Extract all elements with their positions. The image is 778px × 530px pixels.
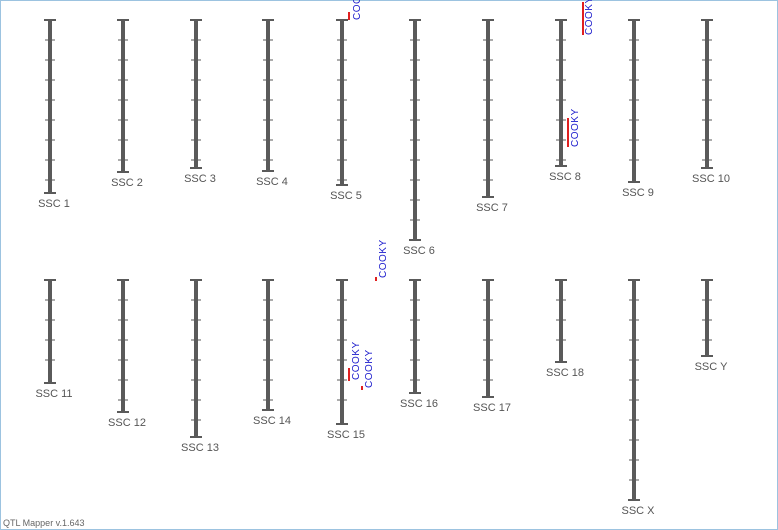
chromosome[interactable]: SSC 6: [403, 19, 435, 257]
chromosome-label: SSC 15: [327, 429, 365, 441]
chromosome-bar: [413, 280, 417, 393]
chromosome-label: SSC 16: [400, 398, 438, 410]
chromosome[interactable]: SSC 11: [35, 279, 73, 400]
qtl-markers: COOKY COOKY COOKY COOKY COOKY COOKY: [348, 0, 595, 390]
qtl-label[interactable]: COOKY: [584, 0, 595, 35]
chromosome-bar: [632, 280, 636, 500]
chromosome-label: SSC 7: [476, 202, 508, 214]
qtl-label[interactable]: COOKY: [364, 349, 375, 388]
chromosome-bar: [194, 280, 198, 437]
chromosome[interactable]: SSC 18: [546, 279, 584, 379]
chromosome-label: SSC 13: [181, 442, 219, 454]
chromosome-bar: [48, 20, 52, 193]
chromosome-label: SSC Y: [695, 361, 728, 373]
chromosome-label: SSC 6: [403, 245, 435, 257]
chromosome-bar: [413, 20, 417, 240]
chromosome-label: SSC 11: [35, 388, 72, 400]
chromosome-bar: [705, 20, 709, 168]
chromosome[interactable]: SSC 4: [256, 19, 288, 188]
chromosome[interactable]: SSC 3: [184, 19, 216, 185]
qtl-label[interactable]: COOKY: [378, 239, 389, 278]
qtl-label[interactable]: COOKY: [351, 341, 362, 380]
chromosome-label: SSC 9: [622, 187, 654, 199]
chromosome-bar: [121, 280, 125, 412]
chromosome[interactable]: SSC 12: [108, 279, 146, 429]
version-footer: QTL Mapper v.1.643: [3, 518, 85, 528]
chromosome[interactable]: SSC 14: [253, 279, 291, 427]
chromosome-label: SSC 2: [111, 177, 143, 189]
chromosome-label: SSC 10: [692, 173, 730, 185]
chromosome-label: SSC 1: [38, 198, 70, 210]
chromosome-bar: [559, 20, 563, 166]
qtl-label[interactable]: COOKY: [352, 0, 363, 20]
chromosome-bar: [340, 20, 344, 185]
chromosome-bar: [632, 20, 636, 182]
chromosome-label: SSC 3: [184, 173, 216, 185]
chromosome[interactable]: SSC X: [621, 279, 655, 517]
chromosome[interactable]: SSC 8: [549, 19, 581, 183]
chromosome-bar: [48, 280, 52, 383]
chromosome[interactable]: SSC 7: [476, 19, 508, 214]
qtl-label[interactable]: COOKY: [570, 108, 581, 147]
chromosome-label: SSC 17: [473, 402, 511, 414]
chromosome[interactable]: SSC 16: [400, 279, 438, 410]
chromosome-label: SSC 4: [256, 176, 288, 188]
chromosome-bar: [486, 20, 490, 197]
chromosome[interactable]: SSC 13: [181, 279, 219, 454]
chromosome-bar: [266, 20, 270, 171]
chromosome[interactable]: SSC 10: [692, 19, 730, 185]
chromosome-label: SSC 14: [253, 415, 291, 427]
chromosome-label: SSC 18: [546, 367, 584, 379]
chromosome[interactable]: SSC 9: [622, 19, 654, 199]
chromosome-label: SSC X: [621, 505, 655, 517]
chromosomes: SSC 1 SSC 2 SSC 3 SSC 4 SSC 5 SSC 6 SSC 7 SSC 8…: [35, 19, 730, 517]
chromosome-bar: [121, 20, 125, 172]
chromosome[interactable]: SSC 15: [327, 279, 365, 441]
chromosome[interactable]: SSC 2: [111, 19, 143, 189]
chromosome-label: SSC 5: [330, 190, 362, 202]
chromosome-bar: [194, 20, 198, 168]
chromosome-label: SSC 12: [108, 417, 146, 429]
chromosome[interactable]: SSC 5: [330, 19, 362, 202]
chromosome-bar: [559, 280, 563, 362]
chromosome[interactable]: SSC 17: [473, 279, 511, 414]
chromosome[interactable]: SSC 1: [38, 19, 70, 210]
chromosome-bar: [266, 280, 270, 410]
chromosome-bar: [705, 280, 709, 356]
chromosome-bar: [486, 280, 490, 397]
chromosome[interactable]: SSC Y: [695, 279, 728, 373]
chromosome-bar: [340, 280, 344, 424]
chromosome-label: SSC 8: [549, 171, 581, 183]
